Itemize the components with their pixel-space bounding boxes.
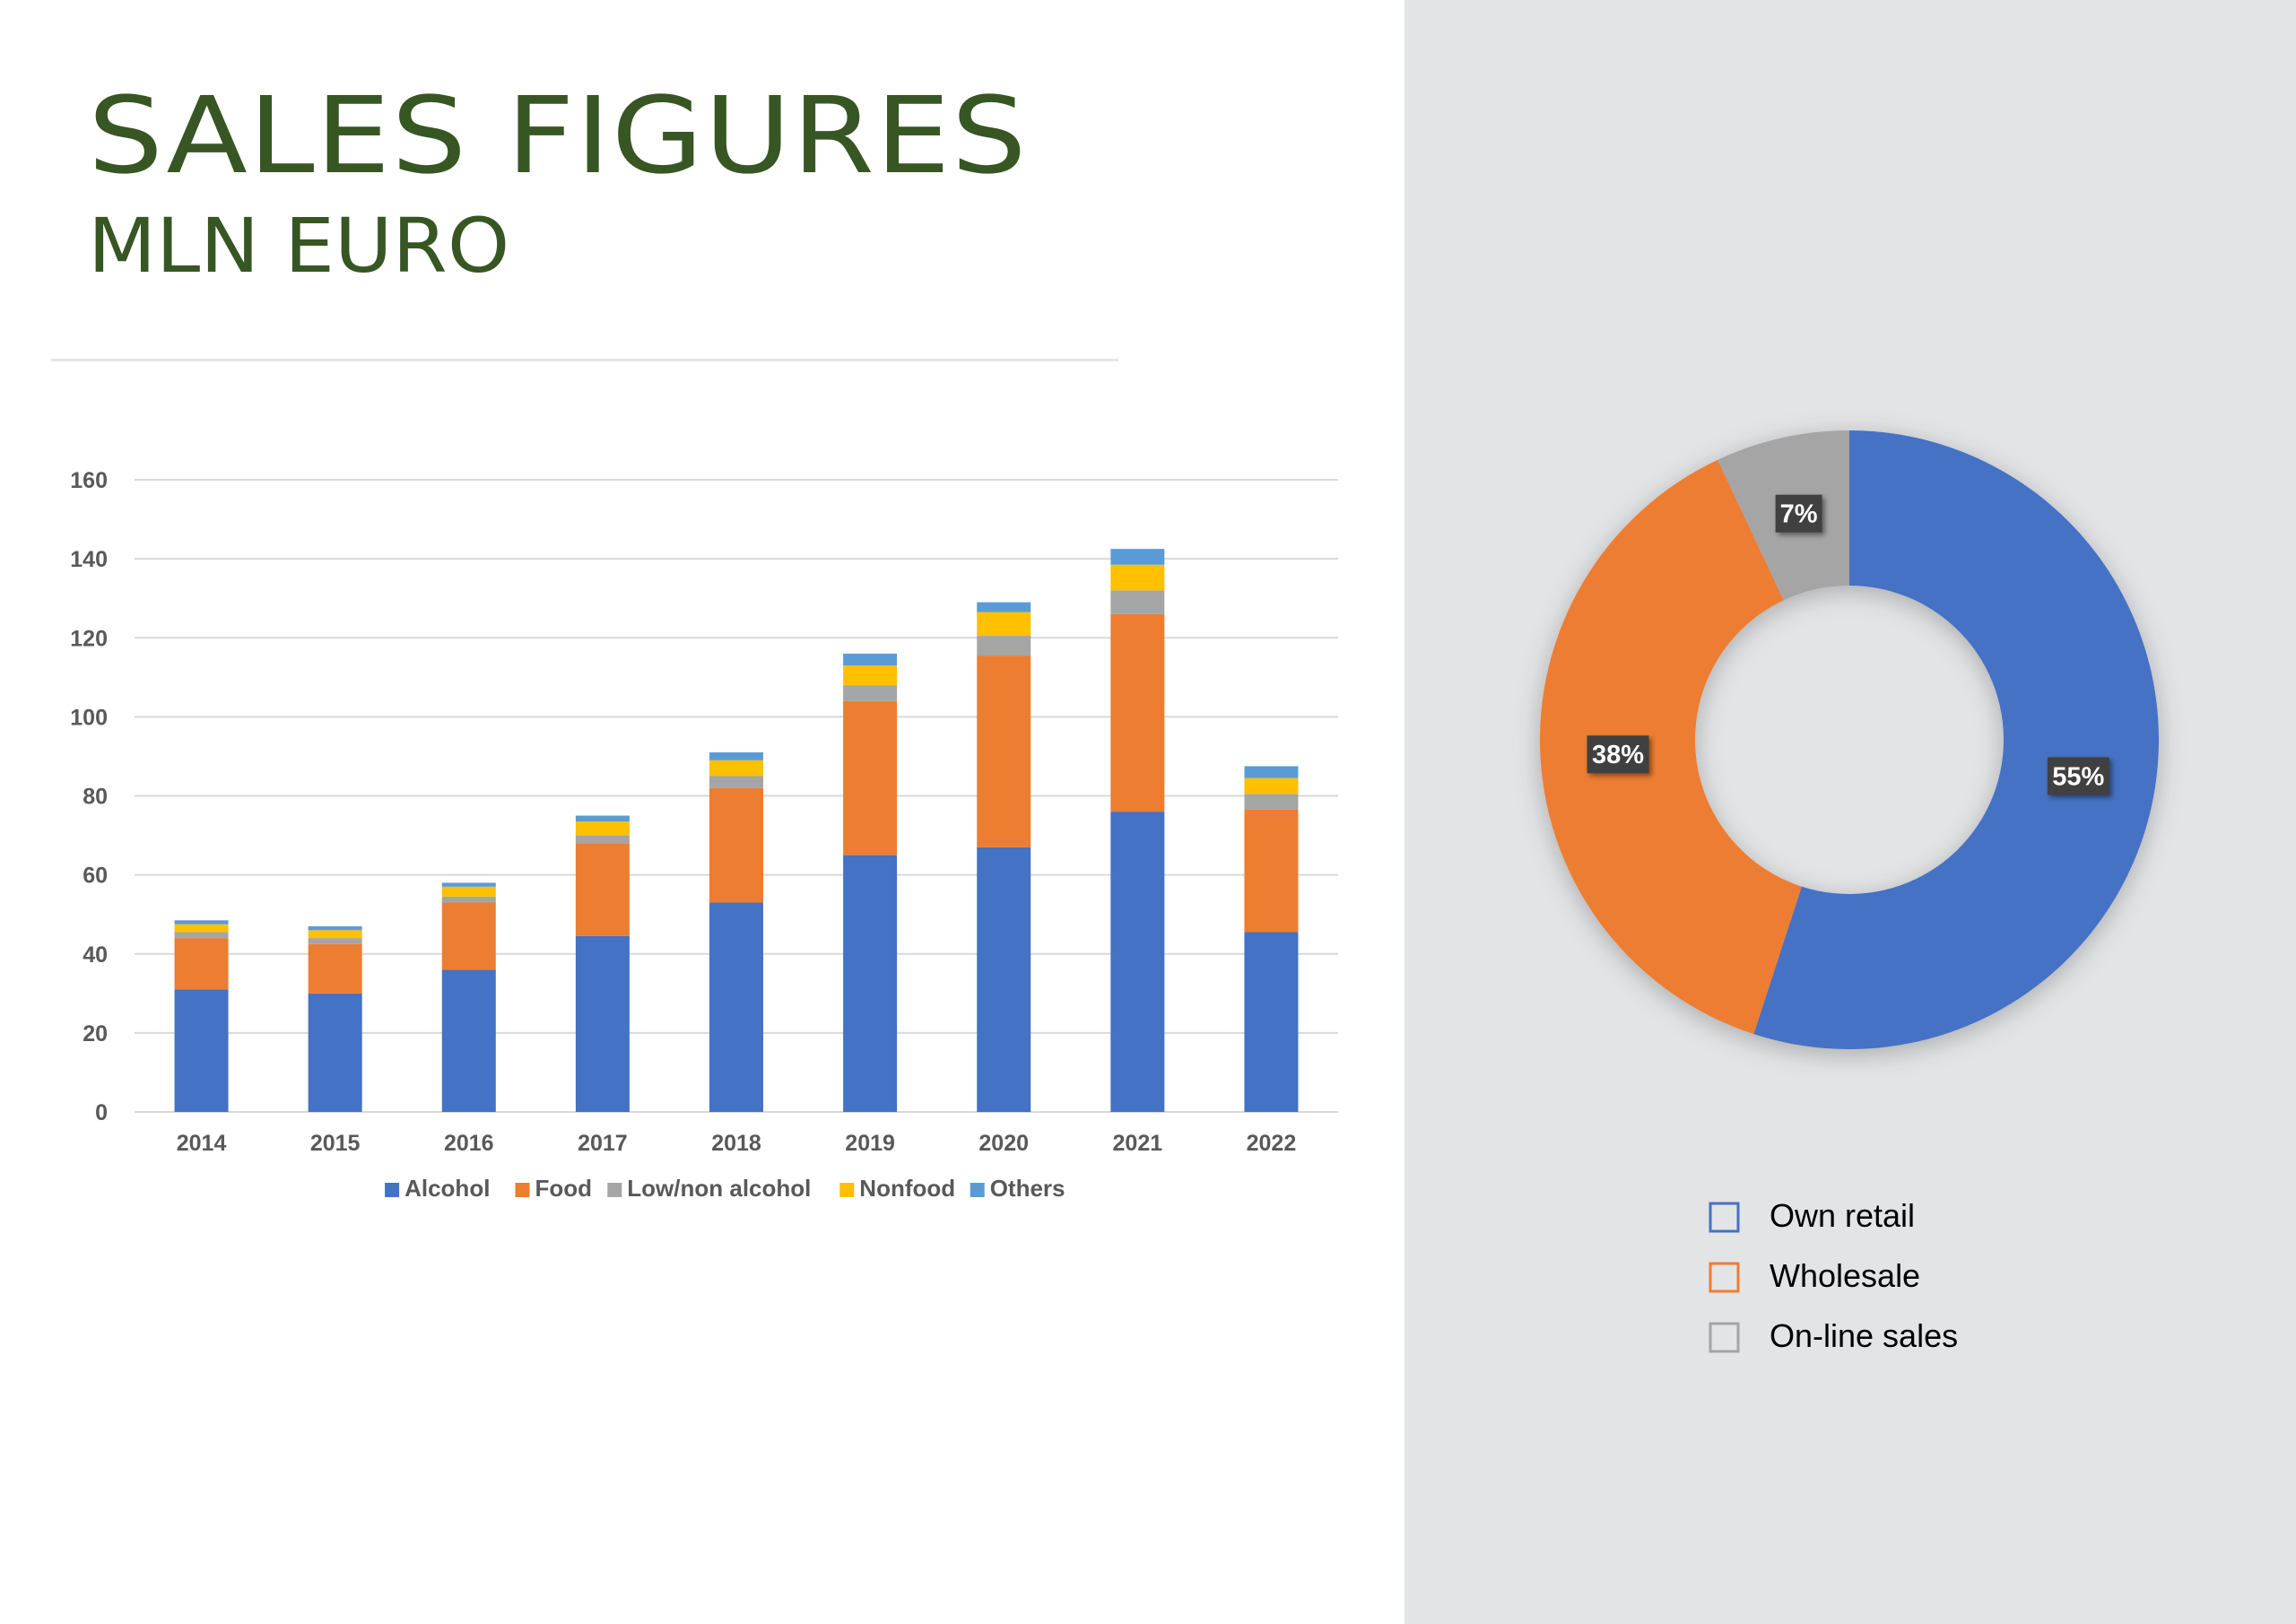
legend-swatch (839, 1183, 855, 1197)
donut-legend-swatch (1709, 1322, 1740, 1353)
bar-segment (709, 902, 763, 1112)
bar-segment (1110, 812, 1165, 1112)
y-tick-label: 0 (95, 1100, 108, 1125)
bar-segment (174, 924, 229, 933)
bar-segment (709, 752, 763, 760)
x-tick-label: 2016 (444, 1131, 494, 1156)
bar-segment (308, 943, 362, 994)
bar-segment (308, 993, 362, 1112)
bar-x-axis: 2014 2015 2016 2017 2018 2019 2020 2021 2022 (177, 1131, 1297, 1156)
page-subtitle: MLN EURO (88, 202, 510, 290)
y-tick-label: 20 (83, 1021, 108, 1046)
legend-swatch (385, 1183, 400, 1197)
bar-segment (709, 787, 763, 903)
legend-label: Others (990, 1175, 1065, 1202)
x-tick-label: 2022 (1247, 1131, 1297, 1156)
sales-channel-donut-chart: 55% 38% 7% Own retail Wholesale On-line sale… (1539, 430, 2159, 1354)
donut-label: 55% (2052, 762, 2104, 791)
bar-segment (308, 930, 362, 939)
bar-segment (843, 665, 898, 686)
legend-label: Low/non alcohol (627, 1175, 811, 1202)
donut-slice (1539, 459, 1802, 1035)
bar-segment (308, 938, 362, 944)
bar-segment (843, 700, 898, 855)
bar-segment (575, 835, 630, 844)
donut-legend-swatch (1709, 1202, 1740, 1233)
bar-segment (575, 821, 630, 836)
donut-legend: Own retail Wholesale On-line sales (1709, 1197, 1958, 1354)
bar-segment (977, 656, 1031, 847)
bar-segment (441, 882, 496, 887)
donut-slice (1753, 430, 2159, 1049)
bar-segment (1244, 809, 1299, 933)
title-divider (51, 359, 1118, 361)
legend-swatch (970, 1183, 985, 1197)
bar-segment (441, 902, 496, 970)
bar-segment (174, 938, 229, 990)
bar-segment (174, 932, 229, 939)
legend-swatch (515, 1183, 530, 1197)
y-tick-label: 140 (70, 547, 108, 572)
legend-label: Food (535, 1175, 593, 1202)
bar-segment (575, 815, 630, 822)
legend-label: Alcohol (404, 1175, 490, 1202)
x-tick-label: 2018 (711, 1131, 761, 1156)
bar-segment (174, 920, 229, 925)
y-tick-label: 80 (83, 785, 108, 810)
donut-label-box (1587, 735, 1649, 774)
donut-label: 7% (1780, 500, 1818, 529)
legend-swatch (607, 1183, 622, 1197)
bar-segment (1110, 590, 1165, 614)
bar-segment (441, 896, 496, 903)
bar-segment (1244, 932, 1299, 1112)
bar-segment (1110, 549, 1165, 565)
y-tick-label: 120 (70, 626, 108, 651)
y-tick-label: 160 (70, 468, 108, 493)
bar-segment (1244, 777, 1299, 795)
legend-label: Nonfood (859, 1175, 955, 1202)
donut-label-box (1775, 494, 1822, 533)
x-tick-label: 2017 (578, 1131, 628, 1156)
bar-segment (575, 935, 630, 1112)
y-tick-label: 40 (83, 942, 108, 968)
x-tick-label: 2021 (1113, 1131, 1163, 1156)
bar-segment (977, 847, 1031, 1112)
x-tick-label: 2019 (845, 1131, 895, 1156)
x-tick-label: 2014 (177, 1131, 227, 1156)
donut-legend-label: Own retail (1770, 1197, 1915, 1234)
x-tick-label: 2020 (978, 1131, 1029, 1156)
donut-label: 38% (1592, 741, 1644, 769)
bar-segment (441, 886, 496, 897)
bar-segment (1244, 766, 1299, 778)
bar-y-axis: 0 20 40 60 80 100 120 140 160 (70, 468, 108, 1125)
donut-legend-swatch (1709, 1262, 1740, 1293)
bar-segment (843, 855, 898, 1112)
bar-segment (1110, 613, 1165, 812)
bar-segment (441, 969, 496, 1112)
bar-segment (575, 843, 630, 936)
y-tick-label: 60 (83, 864, 108, 889)
bar-segment (709, 760, 763, 777)
donut-label-box (2047, 757, 2109, 795)
donut-legend-label: Wholesale (1770, 1257, 1920, 1294)
bar-segment (977, 636, 1031, 656)
bar-segment (174, 989, 229, 1112)
donut-legend-label: On-line sales (1770, 1317, 1958, 1354)
bar-segment (1244, 794, 1299, 810)
y-tick-label: 100 (70, 705, 108, 730)
bar-segment (843, 653, 898, 666)
page-title: SALES FIGURES (88, 74, 1028, 197)
bar-segment (709, 776, 763, 788)
donut-labels: 55% 38% 7% (1587, 494, 2109, 795)
bar-series (174, 549, 1299, 1112)
bar-segment (843, 685, 898, 701)
bar-segment (977, 612, 1031, 637)
bar-legend: Alcohol Food Low/non alcohol Nonfood Others (385, 1175, 1065, 1202)
bar-segment (1110, 564, 1165, 591)
bar-segment (977, 602, 1031, 612)
bar-segment (308, 925, 362, 931)
x-tick-label: 2015 (310, 1131, 361, 1156)
